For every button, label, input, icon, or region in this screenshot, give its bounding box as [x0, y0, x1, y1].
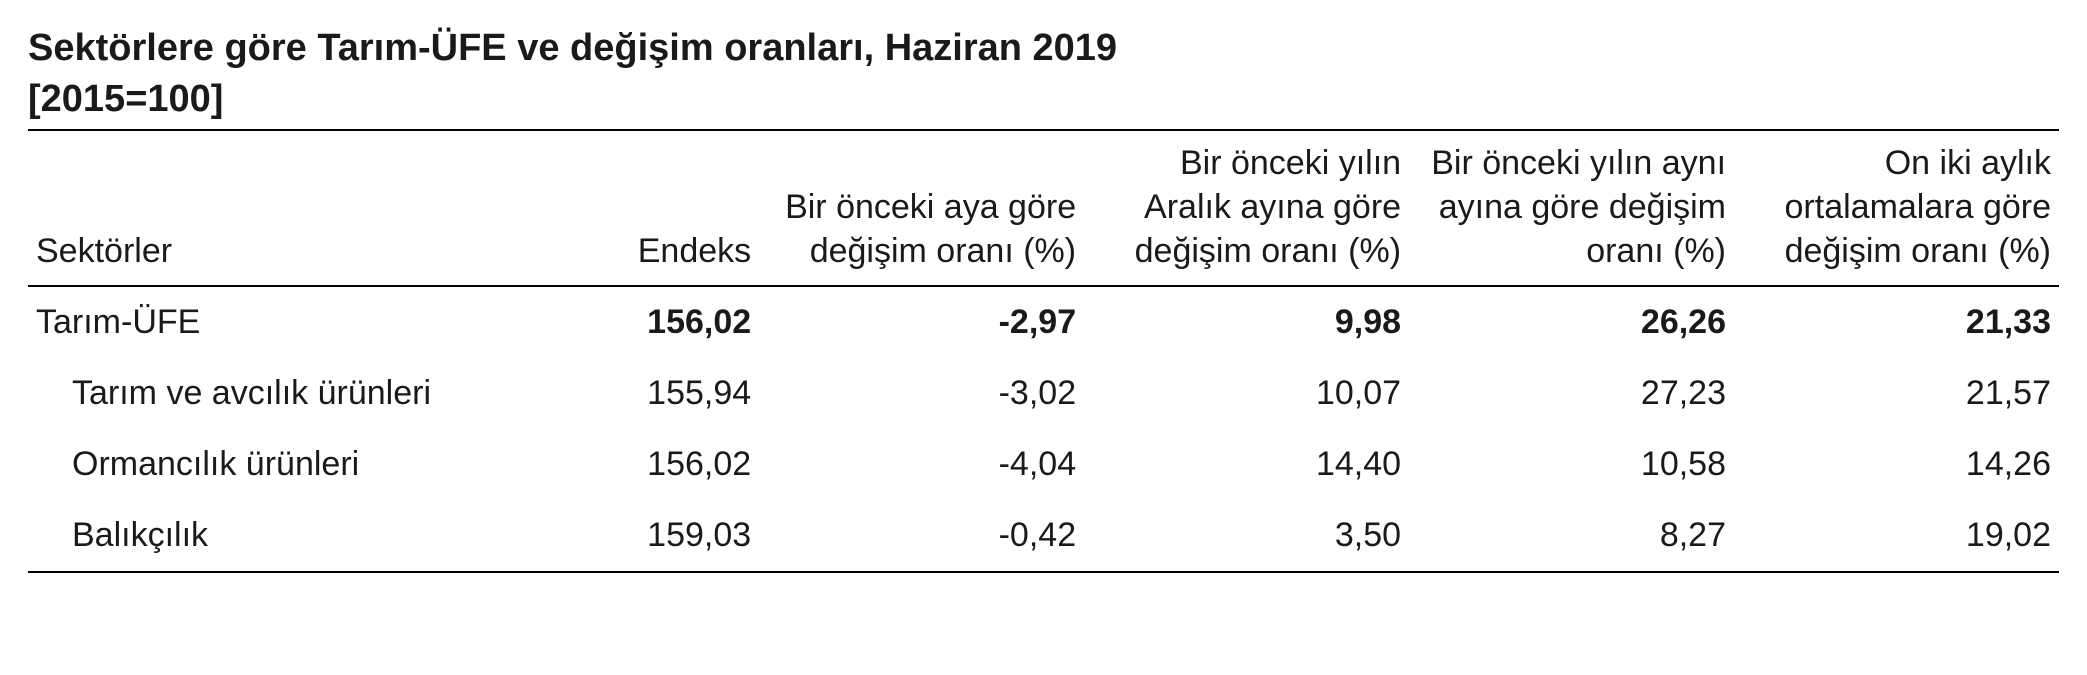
cell-value: 21,57 [1734, 358, 2059, 429]
cell-sector: Tarım ve avcılık ürünleri [28, 358, 515, 429]
cell-sector-label: Ormancılık ürünleri [36, 439, 359, 490]
cell-value: 3,50 [1084, 500, 1409, 572]
table-row: Ormancılık ürünleri 156,02 -4,04 14,40 1… [28, 429, 2059, 500]
cell-sector-label: Tarım ve avcılık ürünleri [36, 368, 431, 419]
cell-value: 8,27 [1409, 500, 1734, 572]
cell-value: -3,02 [759, 358, 1084, 429]
cell-value: -2,97 [759, 286, 1084, 358]
title-block: Sektörlere göre Tarım-ÜFE ve değişim ora… [28, 24, 2059, 125]
cell-value: -4,04 [759, 429, 1084, 500]
cell-value: 156,02 [515, 429, 759, 500]
col-header-dec: Bir önceki yılın Aralık ayına göre değiş… [1084, 130, 1409, 287]
table-row: Balıkçılık 159,03 -0,42 3,50 8,27 19,02 [28, 500, 2059, 572]
col-header-t12m: On iki aylık ortalamalara göre değişim o… [1734, 130, 2059, 287]
cell-sector-label: Balıkçılık [36, 510, 208, 561]
cell-value: 9,98 [1084, 286, 1409, 358]
cell-sector: Ormancılık ürünleri [28, 429, 515, 500]
cell-value: -0,42 [759, 500, 1084, 572]
cell-value: 10,58 [1409, 429, 1734, 500]
table-row: Tarım-ÜFE 156,02 -2,97 9,98 26,26 21,33 [28, 286, 2059, 358]
cell-value: 14,40 [1084, 429, 1409, 500]
cell-value: 21,33 [1734, 286, 2059, 358]
table-title: Sektörlere göre Tarım-ÜFE ve değişim ora… [28, 24, 2059, 73]
col-header-mom: Bir önceki aya göre değişim oranı (%) [759, 130, 1084, 287]
cell-sector: Tarım-ÜFE [28, 286, 515, 358]
cell-sector: Balıkçılık [28, 500, 515, 572]
cell-value: 19,02 [1734, 500, 2059, 572]
col-header-yoy: Bir önceki yılın aynı ayına göre değişim… [1409, 130, 1734, 287]
col-header-index: Endeks [515, 130, 759, 287]
cell-value: 14,26 [1734, 429, 2059, 500]
cell-value: 26,26 [1409, 286, 1734, 358]
cell-value: 27,23 [1409, 358, 1734, 429]
cell-value: 10,07 [1084, 358, 1409, 429]
table-subtitle: [2015=100] [28, 75, 2059, 124]
col-header-sector: Sektörler [28, 130, 515, 287]
cell-value: 159,03 [515, 500, 759, 572]
table-header-row: Sektörler Endeks Bir önceki aya göre değ… [28, 130, 2059, 287]
data-table: Sektörler Endeks Bir önceki aya göre değ… [28, 129, 2059, 574]
table-row: Tarım ve avcılık ürünleri 155,94 -3,02 1… [28, 358, 2059, 429]
cell-value: 156,02 [515, 286, 759, 358]
cell-value: 155,94 [515, 358, 759, 429]
